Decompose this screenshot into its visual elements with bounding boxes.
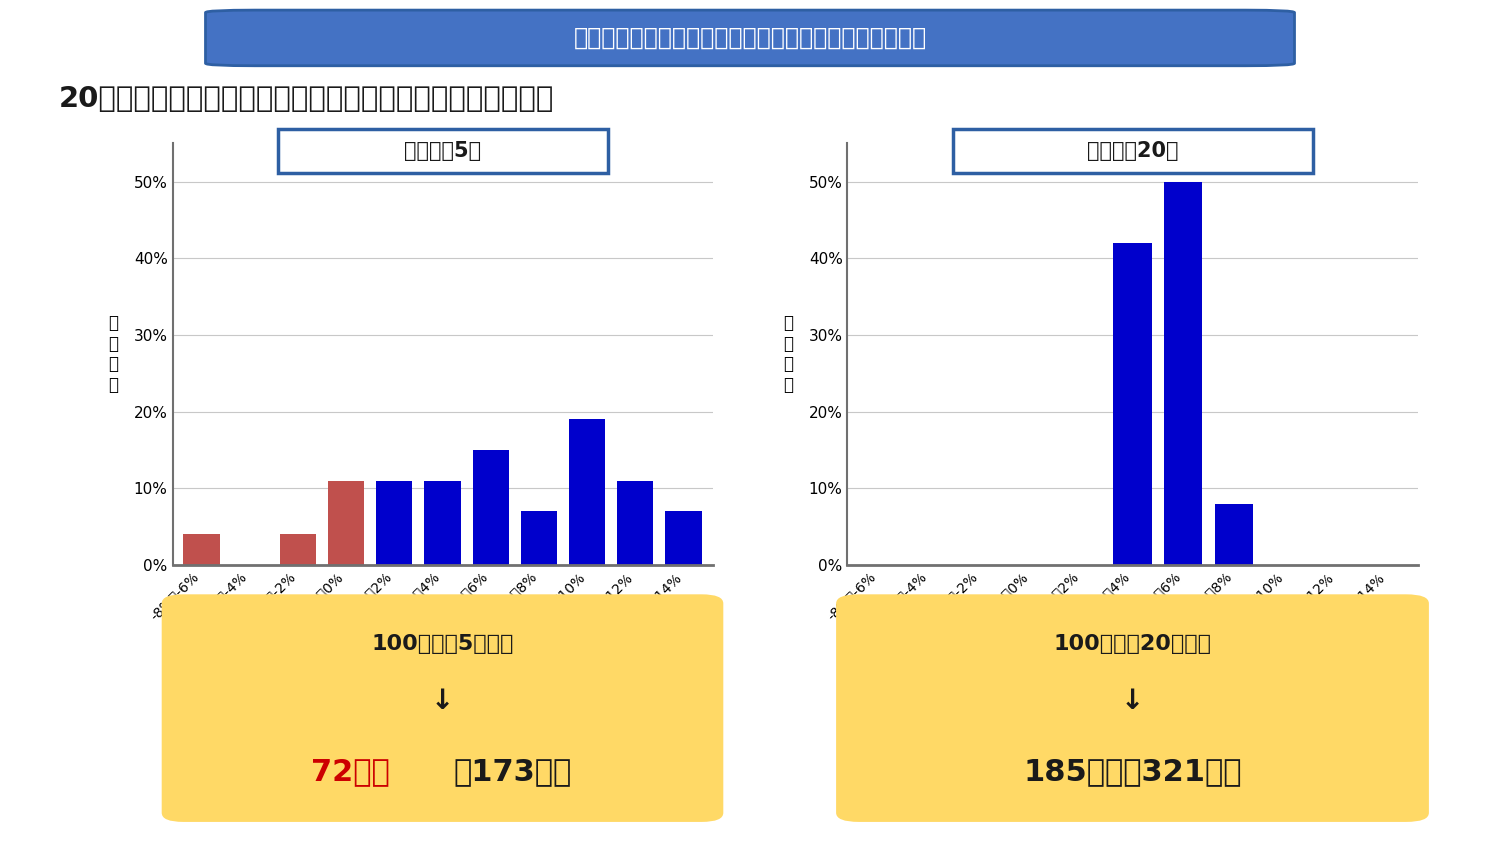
Bar [1164,181,1203,565]
Bar [1113,243,1152,565]
Text: 国内外の株式・債券に分散投資した場合の収益率の分布: 国内外の株式・債券に分散投資した場合の収益率の分布 [573,26,927,50]
Bar [424,481,460,565]
Text: 100万円が20年後に: 100万円が20年後に [1053,635,1212,654]
Y-axis label: 出
現
頻
度: 出 現 頻 度 [783,314,794,395]
Bar [280,534,316,565]
Text: 保有期間5年: 保有期間5年 [404,141,482,161]
Text: 100万円が5年後に: 100万円が5年後に [372,635,513,654]
Bar [618,481,654,565]
Bar [568,419,604,565]
Text: ↓: ↓ [430,687,454,716]
FancyBboxPatch shape [836,594,1430,822]
Text: 72万円: 72万円 [312,757,390,787]
Bar [520,511,556,565]
Bar [183,534,219,565]
Text: 185万円～321万円: 185万円～321万円 [1023,757,1242,787]
Text: ～173万円: ～173万円 [453,757,572,787]
FancyBboxPatch shape [952,129,1312,173]
Text: ↓: ↓ [1120,687,1144,716]
Bar [472,450,508,565]
Bar [328,481,364,565]
FancyBboxPatch shape [162,594,723,822]
Bar [1215,503,1254,565]
FancyBboxPatch shape [278,129,608,173]
Y-axis label: 出
現
頻
度: 出 現 頻 度 [108,314,118,395]
Bar [376,481,412,565]
FancyBboxPatch shape [206,10,1294,66]
Bar [666,511,702,565]
Text: 保有期間20年: 保有期間20年 [1086,141,1179,161]
Text: 20年の保有期間では、投資収益率２〜８％（年率）に収斂。: 20年の保有期間では、投資収益率２〜８％（年率）に収斂。 [58,85,554,113]
